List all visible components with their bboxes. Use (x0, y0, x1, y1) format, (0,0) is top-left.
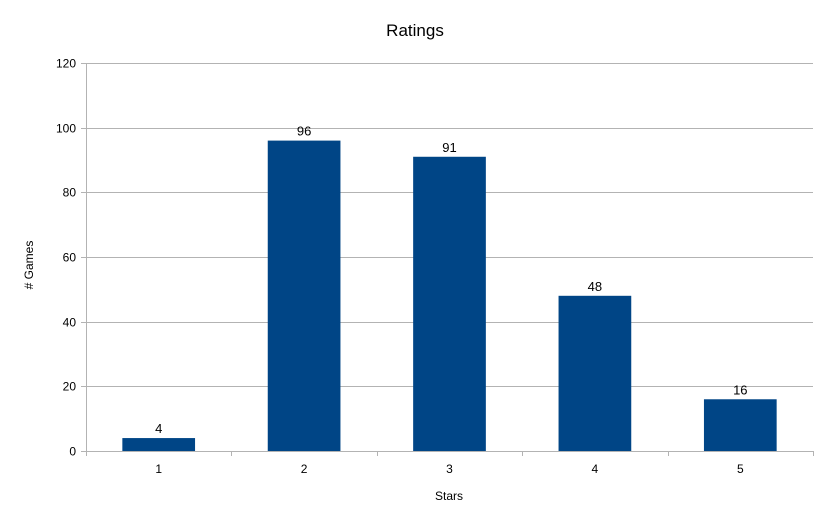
bar-5 (703, 399, 777, 451)
y-tick-label: 120 (56, 57, 76, 71)
y-tick-label: 60 (63, 251, 77, 265)
x-tick-label: 2 (301, 462, 308, 476)
chart-title: Ratings (386, 21, 444, 40)
data-label: 91 (442, 140, 456, 155)
x-axis-label: Stars (435, 489, 463, 503)
data-label: 16 (733, 382, 747, 397)
bars (122, 140, 777, 451)
data-label: 96 (297, 124, 311, 139)
bar-1 (122, 438, 196, 451)
x-tick-label: 3 (446, 462, 453, 476)
bar-4 (558, 295, 632, 451)
y-tick-label: 80 (63, 186, 77, 200)
data-label: 48 (588, 279, 602, 294)
y-tick-label: 100 (56, 122, 76, 136)
x-tick-label: 5 (737, 462, 744, 476)
bar-2 (267, 140, 341, 451)
data-labels: 4 96 91 48 16 (155, 124, 747, 436)
y-axis-label: # Games (22, 241, 36, 290)
y-tick-label: 0 (69, 445, 76, 459)
y-tick-label: 40 (63, 316, 77, 330)
y-tick-label: 20 (63, 380, 77, 394)
axes: 0 20 40 60 80 100 120 1 2 3 4 5 (56, 57, 814, 476)
x-tick-label: 1 (155, 462, 162, 476)
bar-3 (413, 156, 486, 451)
data-label: 4 (155, 421, 162, 436)
x-tick-label: 4 (592, 462, 599, 476)
